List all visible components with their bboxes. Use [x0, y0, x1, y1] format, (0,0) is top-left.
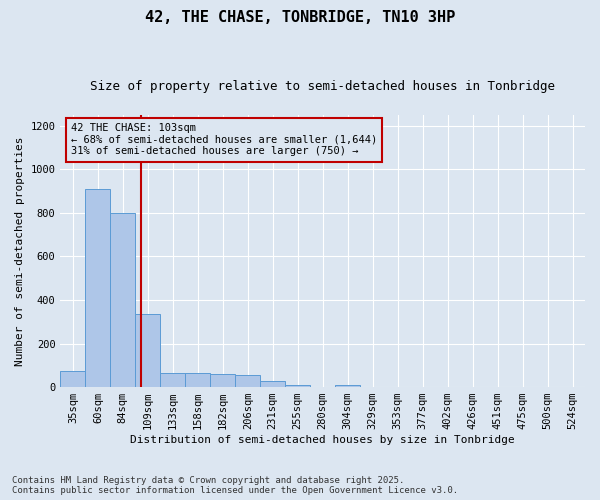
Bar [260, 380, 285, 387]
Bar [110, 213, 136, 387]
Bar [285, 385, 310, 387]
Bar [160, 373, 185, 387]
Bar [235, 375, 260, 387]
Bar [61, 371, 85, 387]
Text: 42 THE CHASE: 103sqm
← 68% of semi-detached houses are smaller (1,644)
31% of se: 42 THE CHASE: 103sqm ← 68% of semi-detac… [71, 123, 377, 156]
Bar [335, 385, 360, 387]
Title: Size of property relative to semi-detached houses in Tonbridge: Size of property relative to semi-detach… [90, 80, 555, 93]
Bar [185, 373, 210, 387]
Text: Contains HM Land Registry data © Crown copyright and database right 2025.
Contai: Contains HM Land Registry data © Crown c… [12, 476, 458, 495]
Text: 42, THE CHASE, TONBRIDGE, TN10 3HP: 42, THE CHASE, TONBRIDGE, TN10 3HP [145, 10, 455, 25]
Bar [210, 374, 235, 387]
X-axis label: Distribution of semi-detached houses by size in Tonbridge: Distribution of semi-detached houses by … [130, 435, 515, 445]
Bar [136, 314, 160, 387]
Y-axis label: Number of semi-detached properties: Number of semi-detached properties [15, 136, 25, 366]
Bar [85, 189, 110, 387]
